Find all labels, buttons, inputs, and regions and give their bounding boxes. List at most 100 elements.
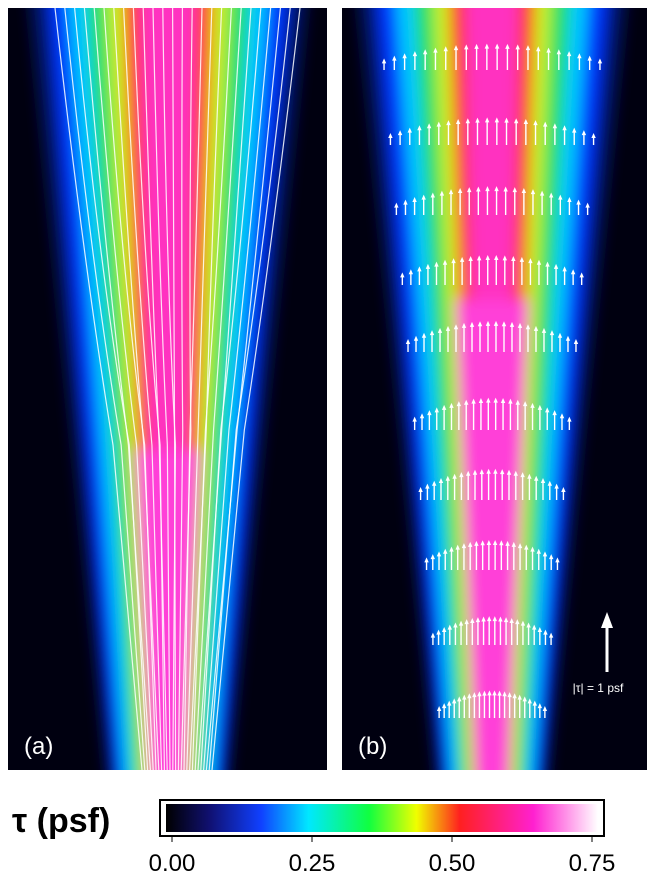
streamline <box>162 8 177 770</box>
shear-arrow-head <box>553 263 559 269</box>
shear-arrow-head <box>509 617 514 623</box>
shear-arrow-head <box>543 121 548 127</box>
shear-arrow-head <box>566 51 572 57</box>
streamline <box>177 8 184 770</box>
shear-arrow-head <box>536 259 542 265</box>
shear-arrow-head <box>421 194 426 200</box>
shear-arrow-head <box>559 413 565 419</box>
shear-arrow-head <box>424 557 429 563</box>
shear-arrow-head <box>526 622 531 628</box>
shear-arrow-head <box>381 58 387 64</box>
shear-arrow-head <box>467 541 473 547</box>
shear-arrow-head <box>441 703 447 709</box>
streamline <box>200 8 262 770</box>
shear-arrow-head <box>487 690 492 696</box>
shear-arrow-head <box>521 187 527 193</box>
shear-arrow-head <box>507 692 512 698</box>
shear-arrow-head <box>502 255 508 261</box>
shear-arrow-head <box>512 693 517 699</box>
shear-arrow-head <box>552 410 557 416</box>
shear-arrow-head <box>533 325 539 331</box>
shear-arrow-head <box>532 700 537 706</box>
shear-arrow-head <box>453 45 459 51</box>
shear-arrow-head <box>481 616 486 622</box>
shear-arrow-head <box>556 49 562 55</box>
shear-arrow-head <box>471 398 476 404</box>
shear-arrow-head <box>472 692 477 698</box>
shear-arrow-head <box>511 255 516 261</box>
shear-arrow-head <box>567 196 572 202</box>
shear-arrow-head <box>400 272 405 278</box>
shear-arrow-head <box>519 256 525 262</box>
streamline <box>132 8 165 770</box>
shear-arrow-head <box>451 258 456 264</box>
shear-arrow-head <box>515 619 520 625</box>
shear-arrow-head <box>547 480 552 486</box>
shear-arrow-head <box>422 49 428 55</box>
shear-arrow-head <box>436 551 442 557</box>
shear-arrow-head <box>457 696 462 702</box>
shear-arrow-head <box>480 540 485 546</box>
shear-arrow-head <box>443 548 448 554</box>
shear-arrow-head <box>462 694 467 700</box>
shear-arrow-head <box>459 256 465 262</box>
shear-arrow-head <box>439 190 445 196</box>
shear-arrow-head <box>405 339 411 345</box>
shear-arrow-head <box>449 546 454 552</box>
shear-arrow-head <box>470 617 475 623</box>
shear-arrow-head <box>469 321 475 327</box>
shear-arrow-head <box>541 327 547 333</box>
streamline <box>113 8 160 770</box>
shear-arrow-head <box>523 119 529 125</box>
streamline <box>191 8 232 770</box>
shear-arrow-head <box>419 413 425 419</box>
shear-arrow-head <box>548 632 554 638</box>
shear-arrow-head <box>493 320 499 326</box>
colorbar-tick-label: 0.25 <box>289 850 336 877</box>
shear-arrow-head <box>456 401 462 407</box>
shear-arrow-head <box>455 544 460 550</box>
panel-a-field <box>29 8 307 770</box>
colorbar <box>166 804 598 832</box>
shear-arrow-head <box>570 269 576 275</box>
shear-arrow-head <box>545 261 550 267</box>
shear-arrow-head <box>452 698 457 704</box>
shear-arrow-head <box>443 46 448 52</box>
shear-arrow-head <box>546 47 551 53</box>
shear-arrow-head <box>407 127 412 133</box>
streamline <box>208 8 291 770</box>
shear-arrow-head <box>530 546 535 552</box>
shear-arrow-head <box>402 53 407 59</box>
shear-arrow-head <box>549 554 554 560</box>
shear-arrow-head <box>576 199 581 205</box>
shear-arrow-head <box>485 320 491 326</box>
streamline <box>205 8 281 770</box>
shear-arrow-head <box>528 258 533 264</box>
shear-arrow-head <box>565 335 571 341</box>
shear-arrow-head <box>492 539 498 545</box>
shear-arrow-head <box>591 132 596 138</box>
scale-arrow <box>601 612 613 672</box>
shear-arrow-head <box>579 272 584 278</box>
shear-arrow-head <box>522 401 528 407</box>
shear-arrow-head <box>567 416 572 422</box>
shear-arrow-head <box>539 190 545 196</box>
shear-arrow-head <box>492 616 498 622</box>
shear-arrow-head <box>517 322 523 328</box>
colorbar-tick-label: 0.50 <box>429 850 476 877</box>
shear-arrow-head <box>475 617 481 623</box>
shear-arrow-head <box>517 543 523 549</box>
shear-arrow-head <box>475 117 480 123</box>
shear-arrow-head <box>520 472 525 478</box>
shear-arrow-head <box>561 486 566 492</box>
shear-arrow-head <box>513 470 518 476</box>
shear-arrow-head <box>587 55 592 61</box>
shear-arrow-head <box>464 619 469 625</box>
shear-arrow-head <box>418 486 423 492</box>
shear-arrow-head <box>425 483 430 489</box>
shear-arrow-head <box>461 322 467 328</box>
streamline <box>152 8 171 770</box>
shear-arrow-head <box>464 44 469 50</box>
shear-arrow-head <box>500 469 505 475</box>
